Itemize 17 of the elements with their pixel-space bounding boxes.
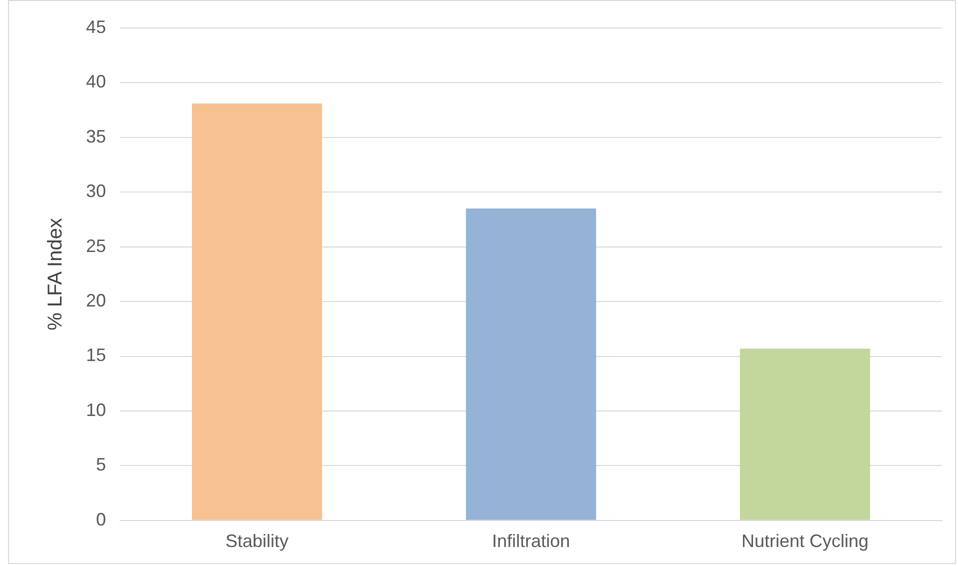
y-tick-label: 30	[86, 181, 106, 202]
bar	[192, 104, 322, 520]
bar	[740, 348, 870, 520]
x-tick-label: Infiltration	[492, 531, 570, 552]
y-tick-label: 5	[96, 454, 106, 475]
y-tick-label: 15	[86, 345, 106, 366]
y-tick-label: 20	[86, 290, 106, 311]
x-tick-label: Nutrient Cycling	[741, 531, 869, 552]
y-tick-label: 35	[86, 126, 106, 146]
y-tick-label: 10	[86, 400, 106, 420]
bar	[466, 208, 596, 520]
y-tick-label: 0	[96, 509, 106, 530]
x-tick-label: Stability	[226, 531, 289, 552]
y-axis-title: % LFA Index	[44, 218, 67, 330]
y-tick-label: 25	[86, 236, 106, 256]
y-tick-label: 45	[86, 16, 106, 37]
y-tick-label: 40	[86, 72, 106, 92]
